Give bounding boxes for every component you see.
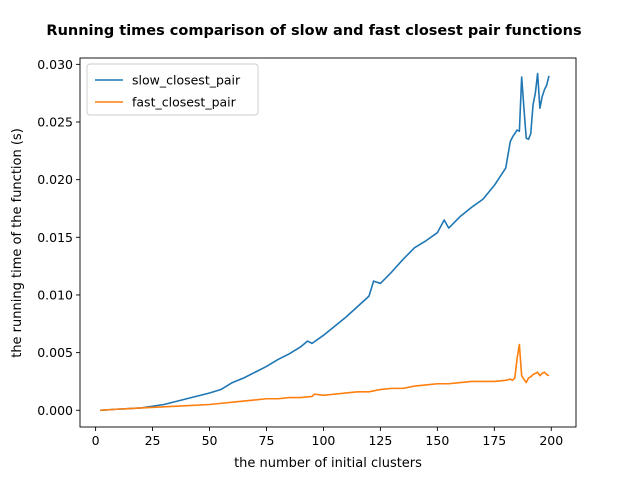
x-tick-label: 0 [92,433,100,448]
legend-label-slow-closest-pair: slow_closest_pair [132,73,241,88]
y-tick-label: 0.015 [37,230,73,245]
y-axis-label: the running time of the function (s) [10,128,25,358]
y-tick-label: 0.005 [37,345,73,360]
y-tick-label: 0.020 [37,172,73,187]
x-tick-label: 50 [202,433,218,448]
y-tick-label: 0.030 [37,57,73,72]
y-tick-label: 0.000 [37,403,73,418]
x-tick-label: 150 [425,433,449,448]
series-line-slow-closest-pair [100,72,550,412]
y-tick-label: 0.010 [37,287,73,302]
legend-box [86,63,259,116]
legend-label-fast-closest-pair: fast_closest_pair [132,95,237,110]
chart-title: Running times comparison of slow and fas… [46,23,581,39]
axes: 0 25 50 75 100 125 150 175 200 0.000 0.005 0.010 0.0… [37,57,577,448]
series-line-fast-closest-pair [100,343,550,412]
x-axis-label: the number of initial clusters [234,456,422,471]
y-tick-label: 0.025 [37,114,73,129]
x-tick-label: 25 [145,433,161,448]
legend: slow_closest_pair fast_closest_pair [86,63,259,116]
x-tick-label: 200 [539,433,563,448]
x-tick-label: 125 [368,433,392,448]
x-tick-label: 75 [259,433,275,448]
plot-area [100,72,550,412]
plot-frame [79,57,577,428]
x-tick-label: 175 [482,433,506,448]
x-tick-label: 100 [312,433,336,448]
